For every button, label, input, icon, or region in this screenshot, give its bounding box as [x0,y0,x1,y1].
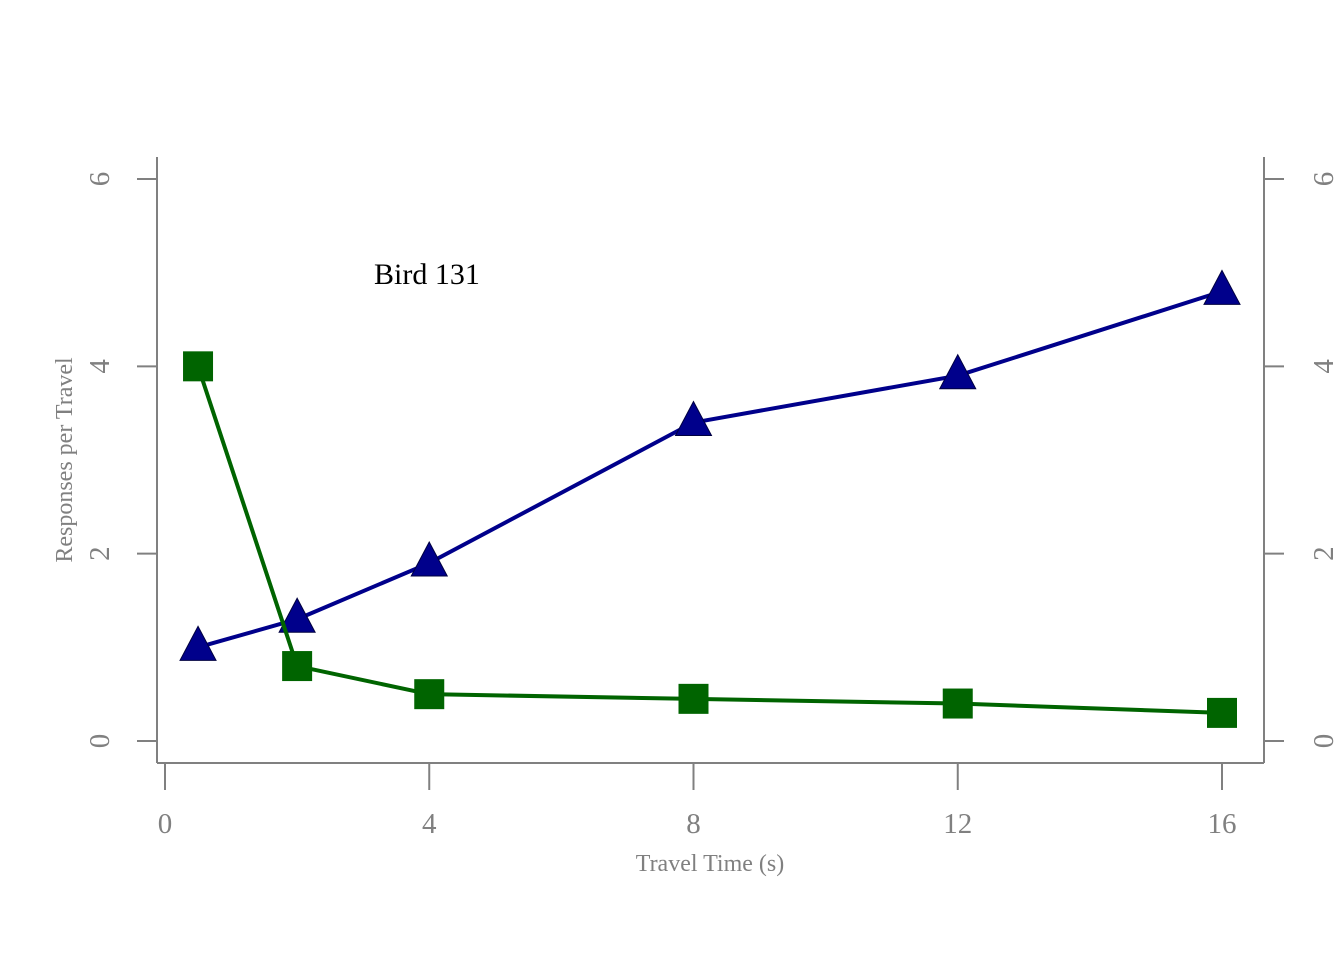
y-tick-label-right: 0 [1308,734,1340,749]
series-1-line [197,289,1223,650]
series-1-point [1203,269,1241,305]
x-tick-label: 0 [158,808,173,840]
y-tick-label-right: 4 [1308,359,1340,374]
x-tick-label: 8 [686,808,701,840]
series-1-point [179,625,217,661]
y-tick-label-left: 0 [84,734,116,749]
series-2-point [678,683,709,714]
series-1-point [674,400,713,437]
y-tick-label-left: 6 [84,172,116,187]
series-2-point [942,688,973,719]
series-1-point [938,353,977,390]
series-2-point [414,679,445,710]
x-tick-label: 4 [422,808,437,840]
series-1-point [278,597,316,633]
y-axis-title: Responses per Travel [52,357,78,563]
x-tick-label: 12 [943,808,972,840]
series-2-line [196,365,1223,715]
axes: 0 4 8 12 16 0 0 2 2 4 4 6 6 [84,157,1340,840]
series-2-point [183,351,214,382]
series-1-point [410,540,449,577]
x-tick-label: 16 [1208,808,1237,840]
series-2-point [1207,697,1237,728]
y-tick-label-right: 2 [1308,546,1340,561]
x-axis-title: Travel Time (s) [636,851,784,877]
y-tick-label-right: 6 [1308,172,1340,187]
y-tick-label-left: 4 [84,359,116,374]
y-tick-label-left: 2 [84,546,116,561]
series [179,269,1241,728]
series-2-point [282,651,313,682]
chart-annotation: Bird 131 [374,258,480,291]
